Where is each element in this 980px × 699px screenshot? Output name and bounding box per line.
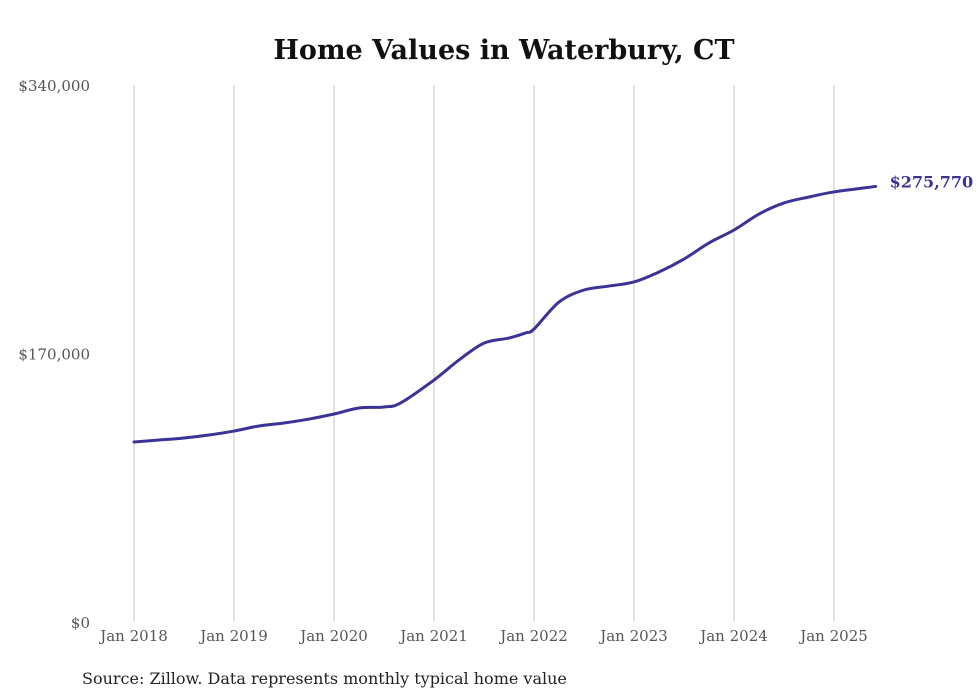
y-tick-label: $170,000: [18, 346, 90, 364]
end-value-label: $275,770: [890, 172, 974, 191]
x-tick-label: Jan 2024: [698, 627, 768, 645]
source-note: Source: Zillow. Data represents monthly …: [82, 669, 567, 688]
x-tick-label: Jan 2025: [798, 627, 868, 645]
x-tick-label: Jan 2023: [598, 627, 668, 645]
x-tick-label: Jan 2020: [298, 627, 368, 645]
x-tick-label: Jan 2021: [398, 627, 468, 645]
x-tick-label: Jan 2019: [198, 627, 268, 645]
x-tick-label: Jan 2022: [498, 627, 568, 645]
y-tick-label: $340,000: [18, 77, 90, 95]
chart-title: Home Values in Waterbury, CT: [273, 35, 734, 66]
series-line: [132, 184, 878, 444]
x-tick-label: Jan 2018: [98, 627, 168, 645]
y-tick-label: $0: [71, 614, 90, 632]
